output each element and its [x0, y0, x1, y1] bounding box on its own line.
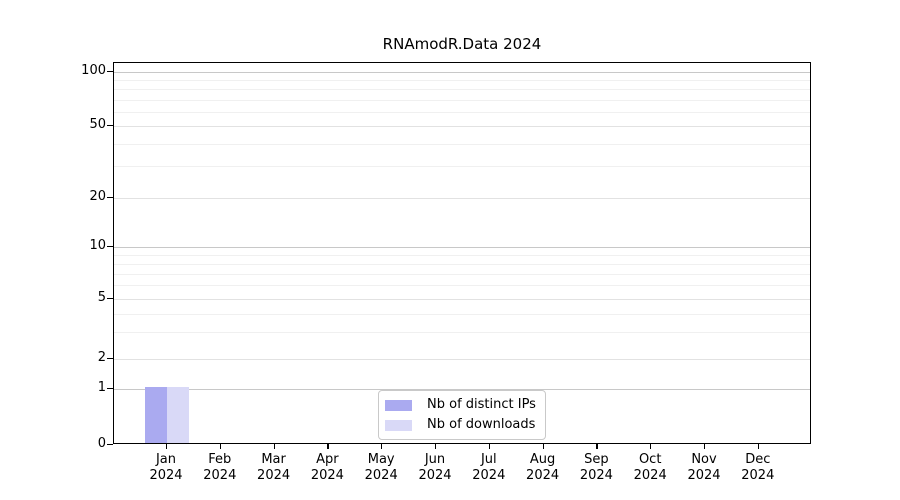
- x-tick-label-oct: Oct 2024: [623, 452, 677, 484]
- x-month-label: Nov: [691, 452, 717, 467]
- x-month-label: Oct: [638, 452, 662, 467]
- gridline-y-50: [114, 126, 810, 127]
- x-tick-label-nov: Nov 2024: [677, 452, 731, 484]
- x-tick-label-dec: Dec 2024: [731, 452, 785, 484]
- y-tick-label-0: 0: [97, 436, 106, 451]
- x-tick-feb: [219, 444, 221, 449]
- bar-nb-of-downloads-jan: [167, 387, 189, 443]
- gridline-minor-y-3: [114, 332, 810, 334]
- gridline-minor-y-90: [114, 80, 810, 82]
- x-tick-mar: [273, 444, 275, 449]
- x-tick-jul: [488, 444, 490, 449]
- x-month-label: Apr: [316, 452, 339, 467]
- x-month-label: Jun: [424, 452, 446, 467]
- y-tick-0: [107, 444, 113, 446]
- x-tick-label-mar: Mar 2024: [247, 452, 301, 484]
- y-tick-10: [107, 246, 113, 248]
- x-tick-apr: [327, 444, 329, 449]
- x-year-label: 2024: [579, 468, 613, 483]
- x-month-label: Dec: [745, 452, 771, 467]
- gridline-minor-y-60: [114, 111, 810, 113]
- legend-item-distinct-ips: Nb of distinct IPs: [385, 397, 536, 413]
- x-tick-dec: [757, 444, 759, 449]
- x-tick-may: [381, 444, 383, 449]
- y-tick-100: [107, 71, 113, 73]
- x-year-label: 2024: [526, 468, 560, 483]
- gridline-minor-y-7: [114, 273, 810, 275]
- x-tick-label-sep: Sep 2024: [569, 452, 623, 484]
- y-tick-label-10: 10: [89, 238, 106, 253]
- y-tick-5: [107, 298, 113, 300]
- x-tick-label-apr: Apr 2024: [300, 452, 354, 484]
- x-month-label: Mar: [261, 452, 286, 467]
- x-month-label: Feb: [208, 452, 232, 467]
- x-tick-aug: [542, 444, 544, 449]
- x-tick-jun: [435, 444, 437, 449]
- gridline-minor-y-40: [114, 143, 810, 145]
- y-tick-50: [107, 125, 113, 127]
- legend-label-downloads: Nb of downloads: [427, 417, 536, 432]
- x-tick-label-jul: Jul 2024: [462, 452, 516, 484]
- gridline-minor-y-80: [114, 89, 810, 91]
- y-tick-label-100: 100: [81, 63, 106, 78]
- x-tick-label-feb: Feb 2024: [193, 452, 247, 484]
- x-year-label: 2024: [203, 468, 237, 483]
- x-year-label: 2024: [418, 468, 452, 483]
- y-tick-20: [107, 197, 113, 199]
- legend-swatch-distinct-ips: [385, 399, 412, 411]
- x-year-label: 2024: [257, 468, 291, 483]
- bar-nb-of-distinct-ips-jan: [145, 387, 167, 443]
- x-month-label: May: [367, 452, 395, 467]
- y-tick-label-20: 20: [89, 189, 106, 204]
- x-tick-label-aug: Aug 2024: [516, 452, 570, 484]
- x-tick-label-jan: Jan 2024: [139, 452, 193, 484]
- gridline-y-2: [114, 359, 810, 360]
- chart-title: RNAmodR.Data 2024: [382, 35, 542, 53]
- legend-swatch-downloads: [385, 419, 412, 431]
- gridline-minor-y-8: [114, 263, 810, 265]
- gridline-y-10: [114, 247, 810, 248]
- x-tick-sep: [596, 444, 598, 449]
- gridline-y-5: [114, 299, 810, 300]
- gridline-minor-y-9: [114, 254, 810, 256]
- legend: Nb of distinct IPs Nb of downloads: [378, 390, 546, 440]
- y-tick-label-5: 5: [97, 290, 106, 305]
- x-tick-oct: [650, 444, 652, 449]
- x-month-label: Jan: [155, 452, 177, 467]
- legend-item-downloads: Nb of downloads: [385, 417, 536, 433]
- gridline-minor-y-6: [114, 285, 810, 287]
- x-month-label: Aug: [529, 452, 556, 467]
- x-year-label: 2024: [364, 468, 398, 483]
- gridline-y-1: [114, 389, 810, 390]
- x-year-label: 2024: [741, 468, 775, 483]
- gridline-minor-y-30: [114, 166, 810, 168]
- gridline-minor-y-70: [114, 99, 810, 101]
- legend-label-distinct-ips: Nb of distinct IPs: [427, 397, 536, 412]
- x-tick-label-jun: Jun 2024: [408, 452, 462, 484]
- y-tick-label-1: 1: [97, 380, 106, 395]
- x-year-label: 2024: [633, 468, 667, 483]
- x-year-label: 2024: [472, 468, 506, 483]
- y-tick-2: [107, 358, 113, 360]
- x-tick-jan: [166, 444, 168, 449]
- x-tick-label-may: May 2024: [354, 452, 408, 484]
- x-tick-nov: [704, 444, 706, 449]
- y-tick-label-2: 2: [97, 350, 106, 365]
- gridline-y-100: [114, 72, 810, 73]
- y-tick-label-50: 50: [89, 117, 106, 132]
- x-year-label: 2024: [687, 468, 721, 483]
- x-year-label: 2024: [149, 468, 183, 483]
- x-month-label: Jul: [480, 452, 497, 467]
- gridline-minor-y-4: [114, 313, 810, 315]
- plot-area: Nb of distinct IPs Nb of downloads: [113, 62, 811, 444]
- x-year-label: 2024: [310, 468, 344, 483]
- x-month-label: Sep: [584, 452, 609, 467]
- y-tick-1: [107, 388, 113, 390]
- gridline-y-20: [114, 198, 810, 199]
